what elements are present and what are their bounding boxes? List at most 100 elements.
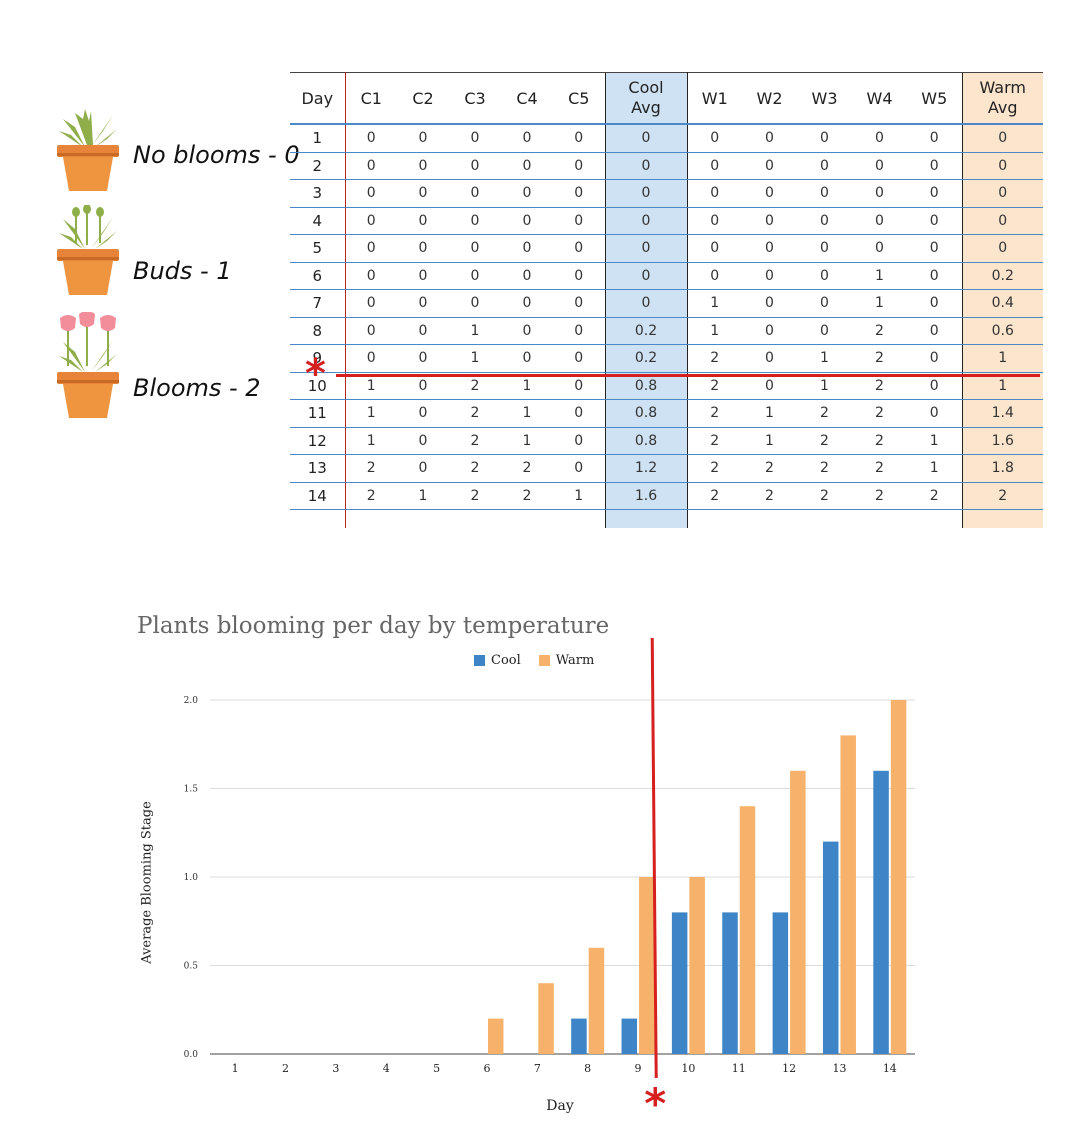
y-tick-label: 0.5	[184, 962, 199, 972]
table-cell: 2	[961, 482, 1043, 510]
chart-marker-asterisk: *	[644, 1079, 666, 1128]
bar-cool-day-11	[722, 912, 738, 1054]
table-cell-day: 7	[290, 289, 346, 318]
table-cell: 0	[604, 207, 688, 235]
table-cell: 0	[345, 152, 397, 180]
table-cell: 2	[852, 427, 907, 455]
plant-no-blooms-icon	[57, 109, 119, 191]
table-cell: 2	[852, 454, 907, 483]
table-cell: 1	[501, 427, 553, 455]
table-cell: 0	[397, 234, 449, 263]
table-cell: 0	[742, 262, 797, 290]
bar-warm-day-14	[890, 700, 907, 1054]
table-cell: 2	[501, 482, 553, 510]
table-row: 6 0 0 0 0 0 0 0 0 0 1 0 0.2	[290, 262, 1043, 290]
table-cell: 0	[961, 234, 1043, 263]
table-cell: 0.2	[604, 317, 688, 345]
table-header-9: W3	[797, 72, 852, 125]
table-cell: 0	[397, 207, 449, 235]
table-cell: 2	[797, 482, 852, 510]
stage-no-blooms: No blooms - 0	[55, 105, 300, 195]
table-cell: 0	[501, 124, 553, 153]
table-cell-day: 9	[290, 344, 346, 373]
legend-cool-label: Cool	[491, 653, 521, 668]
bar-cool-day-9	[621, 1018, 638, 1054]
table-cell: 2	[852, 482, 907, 510]
table-cell: 0	[687, 152, 742, 180]
plant-blooms-icon	[57, 312, 119, 418]
bar-warm-day-11	[739, 806, 756, 1054]
x-tick-label: 11	[732, 1062, 746, 1075]
table-cell: 0	[449, 262, 501, 290]
table-cell: 0	[742, 179, 797, 208]
table-cell: 0	[742, 289, 797, 318]
table-cell: 0	[687, 234, 742, 263]
table-cell: 0	[907, 289, 962, 318]
table-cell: 1.6	[604, 482, 688, 510]
table-cell: 0	[397, 344, 449, 373]
chart-title: Plants blooming per day by temperature	[137, 613, 610, 639]
table-header-6: Cool Avg	[604, 72, 688, 125]
table-cell: 0	[961, 179, 1043, 208]
table-cell-day: 2	[290, 152, 346, 180]
table-cell: 0.8	[604, 399, 688, 428]
y-tick-label: 0.0	[184, 1050, 199, 1060]
bar-warm-day-8	[588, 947, 605, 1054]
table-cell: 0	[907, 344, 962, 373]
table-header-7: W1	[687, 72, 742, 125]
table-cell: 1	[797, 344, 852, 373]
x-tick-label: 7	[534, 1062, 541, 1075]
table-cell: 1	[345, 399, 397, 428]
table-cell: 0	[397, 317, 449, 345]
table-cell: 2	[797, 427, 852, 455]
table-cell: 0	[397, 262, 449, 290]
x-tick-label: 9	[635, 1062, 642, 1075]
x-tick-label: 2	[282, 1062, 289, 1075]
table-cell: 0	[797, 262, 852, 290]
table-cell: 0	[449, 289, 501, 318]
table-cell: 0	[797, 317, 852, 345]
table-row: 13 2 0 2 2 0 1.2 2 2 2 2 1 1.8	[290, 454, 1043, 483]
table-cell: 0	[742, 234, 797, 263]
table-cell: 0	[345, 179, 397, 208]
table-cell: 1.6	[961, 427, 1043, 455]
table-footer-row	[290, 509, 1043, 528]
table-cell: 0	[797, 289, 852, 318]
table-cell: 1	[852, 289, 907, 318]
table-cell: 1	[907, 454, 962, 483]
table-cell: 1.2	[604, 454, 688, 483]
table-cell: 2	[852, 399, 907, 428]
table-cell: 0	[907, 207, 962, 235]
table-cell: 1	[449, 344, 501, 373]
table-cell: 0	[345, 207, 397, 235]
table-cell: 2	[449, 427, 501, 455]
table-cell: 2	[501, 454, 553, 483]
table-cell: 0	[553, 454, 605, 483]
table-cell-day: 3	[290, 179, 346, 208]
table-cell: 0	[449, 234, 501, 263]
table-header-0: Day	[290, 72, 346, 125]
chart-marker-line	[650, 637, 658, 1079]
table-cell: 0	[553, 124, 605, 153]
table-cell-day: 12	[290, 427, 346, 455]
table-cell: 2	[687, 454, 742, 483]
table-cell: 0	[397, 289, 449, 318]
table-cell: 0	[797, 207, 852, 235]
bar-warm-day-12	[790, 770, 806, 1054]
table-header-3: C3	[449, 72, 501, 125]
bar-warm-day-7	[538, 983, 554, 1054]
table-cell: 0	[852, 179, 907, 208]
table-cell: 0	[345, 234, 397, 263]
table-cell: 0	[742, 317, 797, 345]
table-row: 14 2 1 2 2 1 1.6 2 2 2 2 2 2	[290, 482, 1043, 510]
table-cell: 0	[907, 179, 962, 208]
table-header-5: C5	[553, 72, 605, 125]
bar-warm-day-13	[840, 735, 856, 1054]
x-tick-label: 8	[584, 1062, 591, 1075]
table-cell: 0	[687, 262, 742, 290]
table-cell: 2	[852, 344, 907, 373]
table-cell: 1	[742, 399, 797, 428]
table-row: 7 0 0 0 0 0 0 1 0 0 1 0 0.4	[290, 289, 1043, 318]
legend-warm-swatch	[538, 655, 550, 666]
